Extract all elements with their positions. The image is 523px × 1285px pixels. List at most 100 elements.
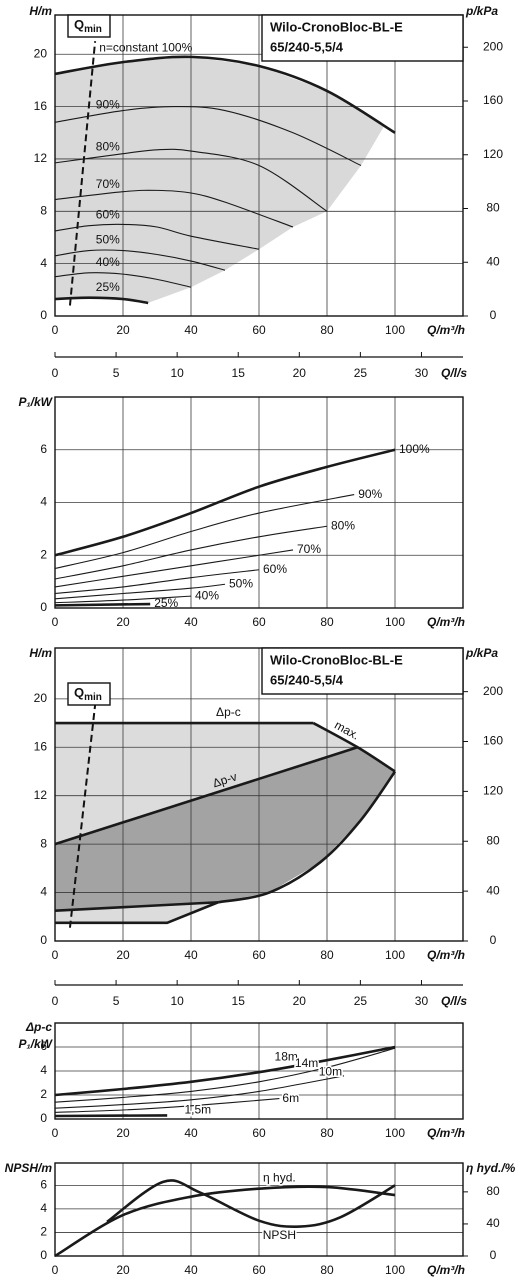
x-tick-label: 60 [252,323,266,337]
title-line: 65/240-5,5/4 [270,672,344,687]
y2-tick-label: 120 [483,784,503,798]
shaded-region [55,747,395,911]
title-box [261,647,464,695]
x-tick-label: 40 [184,1263,198,1277]
y2-tick-label: 40 [486,883,500,897]
y-tick-label: 0 [40,1248,47,1262]
x-tick-label: 0 [52,1126,59,1140]
x-tick-label: 100 [385,323,405,337]
curve [54,595,192,604]
curve [54,55,396,134]
curve-label: 90% [96,97,120,111]
qmin-sub: min [84,24,102,35]
curve-label: 60% [96,208,120,222]
curve [54,569,260,595]
x-tick-label: 0 [52,366,59,380]
y2-axis-label: η hyd./% [466,1161,516,1175]
y2-tick-label: 160 [483,734,503,748]
curve [54,900,219,913]
y2-tick-label: 80 [486,833,500,847]
curve-label: 18m [275,1050,298,1064]
curve-label: 25% [96,280,120,294]
curve [54,223,260,250]
y-tick-label: 0 [40,600,47,614]
title-line: 65/240-5,5/4 [270,39,344,54]
y-tick-label: 20 [34,691,48,705]
y-tick-label: 4 [40,495,47,509]
curve-label: 50% [96,233,120,247]
x-tick-label: 0 [52,615,59,629]
curve [54,1045,396,1097]
title-box [261,14,464,62]
curve-label: 80% [331,518,355,532]
chart-panel: 0 20 40 60 80 10004812162004080120160200Δp-cm… [29,646,503,962]
curve-label: 70% [96,177,120,191]
x-axis-label: Q/m³/h [427,948,465,962]
y-tick-label: 8 [40,203,47,217]
curve-label: 40% [195,588,219,602]
curve-label: n=constant 100% [99,40,192,54]
y2-tick-label: 80 [486,1184,500,1198]
curve-label: 70% [297,542,321,556]
y-tick-label: 4 [40,1063,47,1077]
plot-frame [54,14,464,317]
curve [54,249,226,271]
x-tick-label: 80 [320,948,334,962]
y-tick-label: 6 [40,1178,47,1192]
curve-label: 6m [282,1091,299,1105]
y-tick-label: 0 [40,933,47,947]
shaded-region [55,56,385,303]
y-tick-label: 16 [34,99,48,113]
curve [54,1114,168,1118]
y-axis-label: P₁/kW [18,395,53,409]
qmin-box [67,14,111,38]
x-tick-label: 25 [354,994,368,1008]
curve [217,770,397,904]
x-tick-label: 60 [252,1263,266,1277]
curve [55,901,219,925]
y-tick-label: 4 [40,885,47,899]
x-tick-label: 25 [354,366,368,380]
x-tick-label: 80 [320,1263,334,1277]
x-tick-label: 5 [113,366,120,380]
curve [54,148,328,212]
y-tick-label: 6 [40,1039,47,1053]
curve [54,272,192,288]
y-tick-label: 12 [34,151,48,165]
x-tick-label: 20 [293,366,307,380]
y-axis-label: P₁/kW [18,1037,53,1051]
curve-label: Δp-c [216,705,241,719]
y-tick-label: 2 [40,1087,47,1101]
chart-panel: 0 20 40 60 80 100 0 2 4 6 100% 90% 80% 70% 60% 50% 40% 25… [18,395,465,629]
y-tick-label: 2 [40,1225,47,1239]
curve [54,746,358,846]
curve [54,106,362,166]
curve [54,189,294,228]
curve-label: 80% [96,140,120,154]
qmin-label: Qmin [74,685,102,702]
curve-label: 100% [399,442,430,456]
x-tick-label: 60 [252,1126,266,1140]
y-tick-label: 0 [40,1111,47,1125]
x-tick-label: 20 [293,994,307,1008]
x-tick-label: 80 [320,1126,334,1140]
x-tick-label: 10 [170,994,184,1008]
y2-tick-label: 120 [483,147,503,161]
curve [54,602,151,607]
x-tick-label: 100 [385,948,405,962]
curve [54,583,226,600]
x-axis-label: Q/l/s [441,994,467,1008]
y-tick-label: 8 [40,836,47,850]
y-axis-label: H/m [29,646,52,660]
x-tick-label: 20 [116,615,130,629]
curve-label: 90% [358,487,382,501]
y-tick-label: 6 [40,442,47,456]
plot-frame [54,396,464,609]
qmin-q: Q [74,17,84,32]
y2-tick-label: 0 [490,933,497,947]
title-line: Wilo-CronoBloc-BL-E [270,19,403,34]
